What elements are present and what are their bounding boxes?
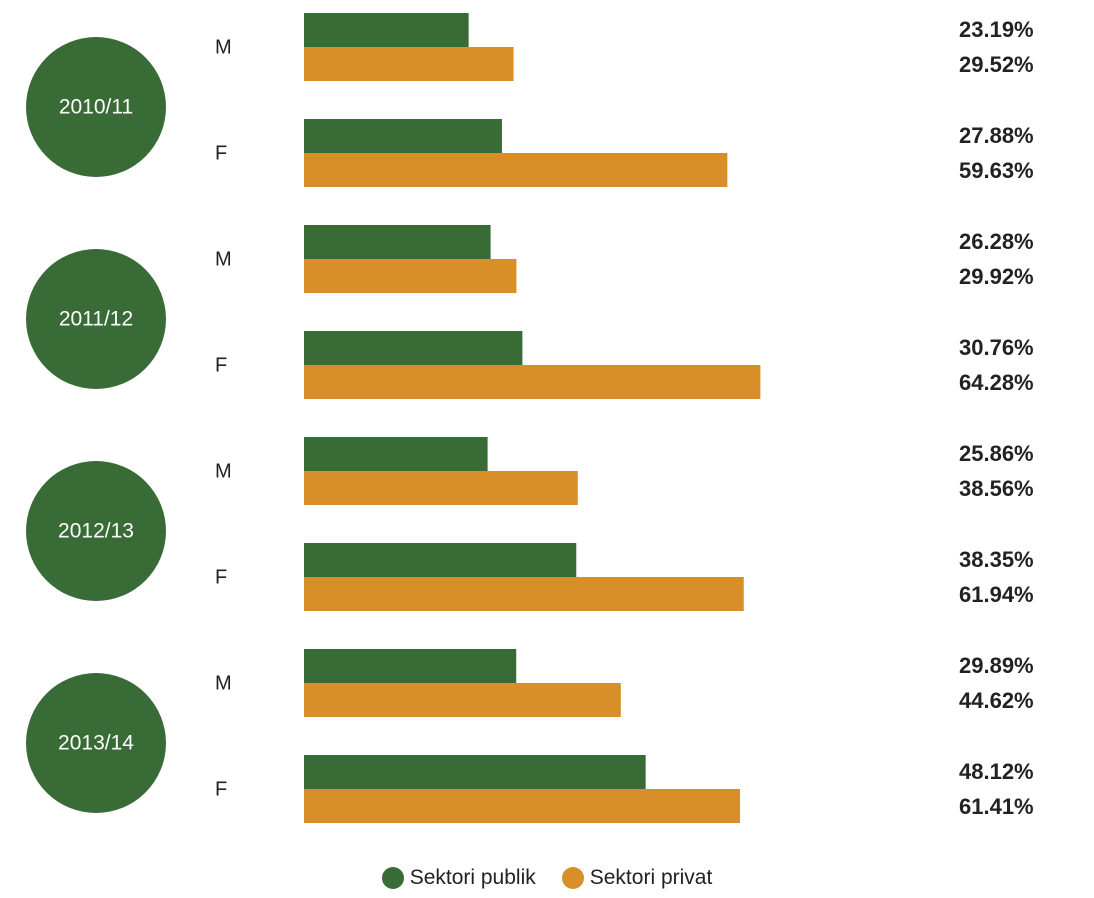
bar-private <box>304 789 741 823</box>
value-label-private: 61.94% <box>959 582 1034 607</box>
value-label-public: 25.86% <box>959 441 1034 466</box>
gender-label: M <box>215 460 232 482</box>
bar-private <box>304 153 728 187</box>
gender-label: F <box>215 354 227 376</box>
value-label-public: 38.35% <box>959 547 1034 572</box>
gender-label: F <box>215 142 227 164</box>
year-badge <box>26 461 166 601</box>
gender-label: M <box>215 248 232 270</box>
value-label-private: 64.28% <box>959 370 1034 395</box>
bar-public <box>304 543 577 577</box>
value-label-private: 44.62% <box>959 688 1034 713</box>
legend-label-public: Sektori publik <box>409 866 536 889</box>
year-label: 2012/13 <box>58 520 134 543</box>
legend-dot-public <box>381 867 404 889</box>
value-label-public: 26.28% <box>959 229 1034 254</box>
value-label-private: 29.52% <box>959 52 1034 77</box>
bar-public <box>304 119 502 153</box>
value-label-public: 48.12% <box>959 759 1034 784</box>
bar-private <box>304 683 621 717</box>
value-label-private: 29.92% <box>959 264 1034 289</box>
bar-public <box>304 649 517 683</box>
bar-private <box>304 47 514 81</box>
bar-public <box>304 225 491 259</box>
bar-private <box>304 259 517 293</box>
legend-label-private: Sektori privat <box>589 866 713 889</box>
bar-public <box>304 755 646 789</box>
year-label: 2010/11 <box>59 96 133 119</box>
bar-public <box>304 331 523 365</box>
value-label-public: 23.19% <box>959 17 1034 42</box>
value-label-private: 61.41% <box>959 794 1034 819</box>
chart-legend: Sektori publik Sektori privat <box>0 866 1094 890</box>
gender-label: F <box>215 778 227 800</box>
year-label: 2011/12 <box>59 308 133 331</box>
legend-item-private: Sektori privat <box>561 866 713 890</box>
gender-label: M <box>215 36 232 58</box>
value-label-public: 29.89% <box>959 653 1034 678</box>
year-label: 2013/14 <box>58 732 134 755</box>
value-label-public: 30.76% <box>959 335 1034 360</box>
bar-private <box>304 365 761 399</box>
legend-dot-private <box>561 867 584 889</box>
year-badge <box>26 37 166 177</box>
gender-label: M <box>215 672 232 694</box>
bar-public <box>304 13 469 47</box>
legend-item-public: Sektori publik <box>381 866 536 890</box>
value-label-public: 27.88% <box>959 123 1034 148</box>
bar-private <box>304 577 744 611</box>
year-badge <box>26 249 166 389</box>
bar-public <box>304 437 488 471</box>
bar-private <box>304 471 578 505</box>
gender-label: F <box>215 566 227 588</box>
value-label-private: 38.56% <box>959 476 1034 501</box>
year-badge <box>26 673 166 813</box>
value-label-private: 59.63% <box>959 158 1034 183</box>
